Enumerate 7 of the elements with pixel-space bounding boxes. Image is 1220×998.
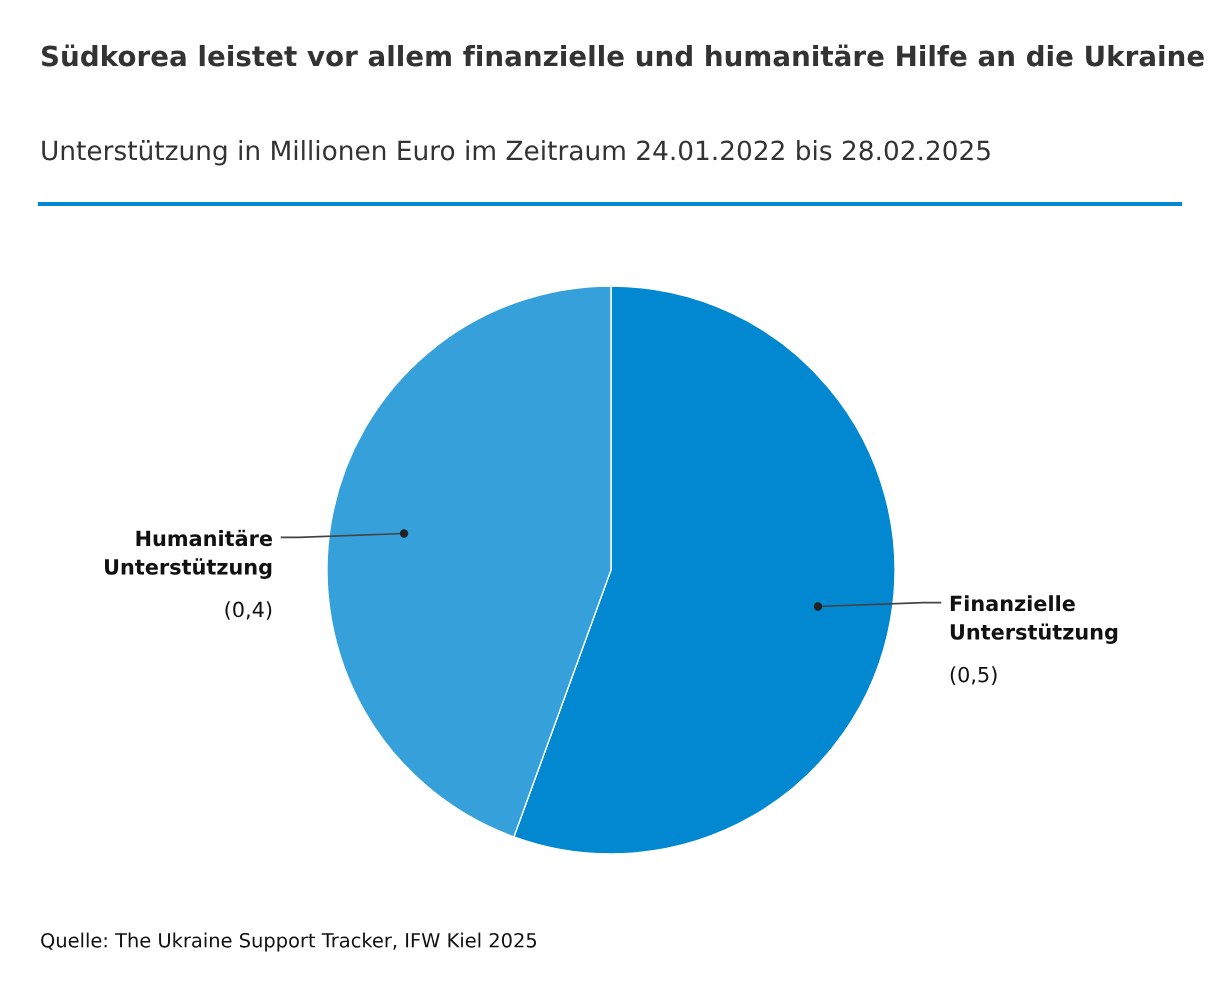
data-label: (0,5): [950, 666, 997, 685]
slice-label: Humanitäre Unterstützung: [105, 529, 273, 579]
slice-label: Finanzielle Unterstützung: [950, 595, 1118, 645]
chart-subtitle: Unterstützung in Millionen Euro im Zeitraum 24.01.2022 bis 28.02.2025: [42, 140, 990, 166]
chart-title: Südkorea leistet vor allem finanzielle und humanitäre Hilfe an die Ukraine: [41, 44, 1204, 67]
source-note: Quelle: The Ukraine Support Tracker, IFW Kiel 2025: [41, 932, 537, 952]
data-label: (0,4): [225, 601, 272, 620]
